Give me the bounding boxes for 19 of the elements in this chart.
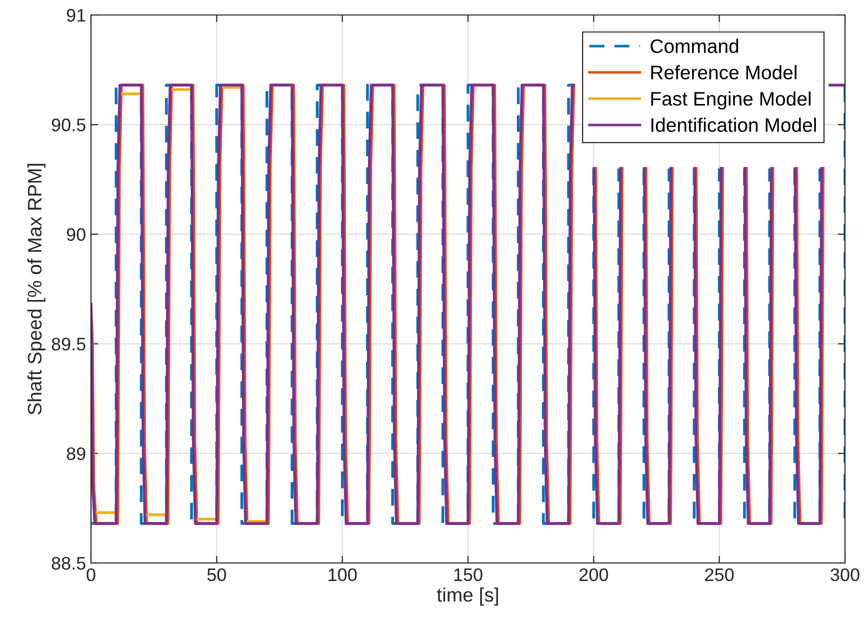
x-tick-label: 100 <box>328 568 357 582</box>
x-tick-label: 250 <box>705 568 734 582</box>
y-tick-label: 89 <box>66 447 86 460</box>
y-axis-title: Shaft Speed [% of Max RPM] <box>27 164 46 415</box>
x-axis-title: time [s] <box>436 587 498 606</box>
legend-label: Identification Model <box>651 118 816 132</box>
y-tick-label: 90 <box>66 228 86 241</box>
y-tick-label: 90.5 <box>52 118 86 132</box>
y-tick-label: 91 <box>66 8 86 22</box>
legend-label: Fast Engine Model <box>651 91 810 110</box>
y-tick-label: 88.5 <box>52 556 86 570</box>
legend-label: Command <box>650 38 738 54</box>
y-tick-label: 89.5 <box>52 338 86 351</box>
x-tick-label: 150 <box>454 568 482 582</box>
x-tick-label: 200 <box>580 568 608 582</box>
x-tick-label: 50 <box>207 568 226 582</box>
x-tick-label: 300 <box>830 568 860 582</box>
x-tick-label: 0 <box>86 568 96 582</box>
legend-label: Reference Model <box>651 65 796 80</box>
